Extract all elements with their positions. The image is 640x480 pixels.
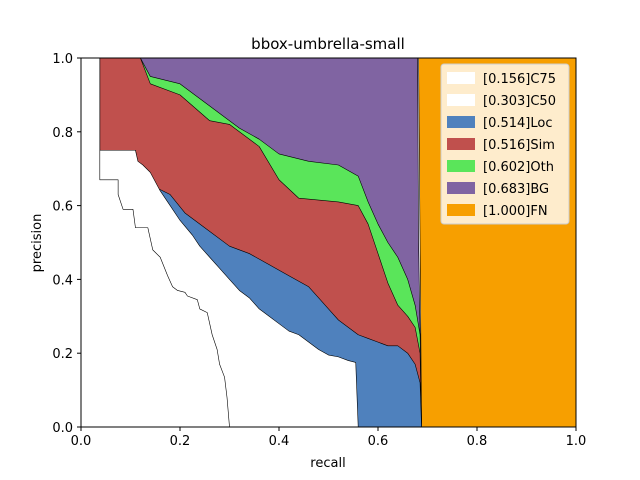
chart-title: bbox-umbrella-small — [251, 35, 405, 53]
x-tick-label: 0.8 — [467, 434, 488, 449]
legend: [0.156]C75 [0.303]C50 [0.514]Loc [0.516]Sim… — [440, 63, 570, 225]
legend-label: [0.514]Loc — [483, 116, 552, 131]
x-tick-label: 0.4 — [269, 434, 290, 449]
legend-label: [0.516]Sim — [483, 138, 555, 153]
y-tick-label: 0.2 — [52, 347, 73, 362]
series-area-0 — [81, 58, 230, 427]
y-tick-label: 0.0 — [52, 421, 73, 436]
legend-label: [0.303]C50 — [483, 94, 556, 109]
plot-area — [81, 58, 576, 427]
x-tick-label: 0.2 — [170, 434, 191, 449]
legend-label: [1.000]FN — [483, 204, 548, 219]
x-tick-label: 0.6 — [368, 434, 389, 449]
legend-swatch — [447, 116, 475, 128]
legend-swatch — [447, 72, 475, 84]
x-tick-label: 1.0 — [566, 434, 587, 449]
x-axis-label: recall — [310, 456, 345, 471]
y-axis-label: precision — [30, 214, 45, 273]
y-tick-label: 0.8 — [52, 126, 73, 141]
legend-label: [0.683]BG — [483, 182, 549, 197]
legend-swatch — [447, 160, 475, 172]
legend-label: [0.602]Oth — [483, 160, 554, 175]
legend-label: [0.156]C75 — [483, 72, 556, 87]
axes: 0.0 0.2 0.4 0.6 0.8 1.0 0.0 0.2 0.4 0.6 0.8 1.0 — [52, 52, 586, 449]
axes-frame — [80, 57, 577, 428]
plot-series-group — [81, 58, 576, 427]
y-tick-label: 0.4 — [52, 273, 73, 288]
legend-swatch — [447, 94, 475, 106]
y-tick-label: 1.0 — [52, 52, 73, 67]
legend-swatch — [447, 182, 475, 194]
x-tick-label: 0.0 — [71, 434, 92, 449]
legend-swatch — [447, 204, 475, 216]
y-tick-label: 0.6 — [52, 200, 73, 215]
legend-swatch — [447, 138, 475, 150]
